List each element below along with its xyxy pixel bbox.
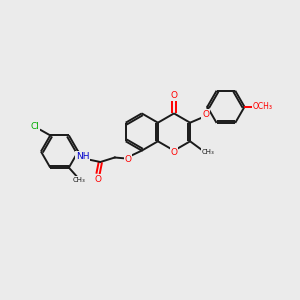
Text: O: O — [170, 148, 178, 157]
Text: O: O — [170, 92, 178, 100]
Text: CH₃: CH₃ — [202, 148, 214, 154]
Text: NH: NH — [76, 152, 89, 161]
Text: O: O — [202, 110, 209, 119]
Text: CH₃: CH₃ — [73, 177, 86, 183]
Text: Cl: Cl — [30, 122, 39, 131]
Text: O: O — [124, 154, 131, 164]
Text: OCH₃: OCH₃ — [253, 102, 273, 111]
Text: O: O — [94, 175, 101, 184]
